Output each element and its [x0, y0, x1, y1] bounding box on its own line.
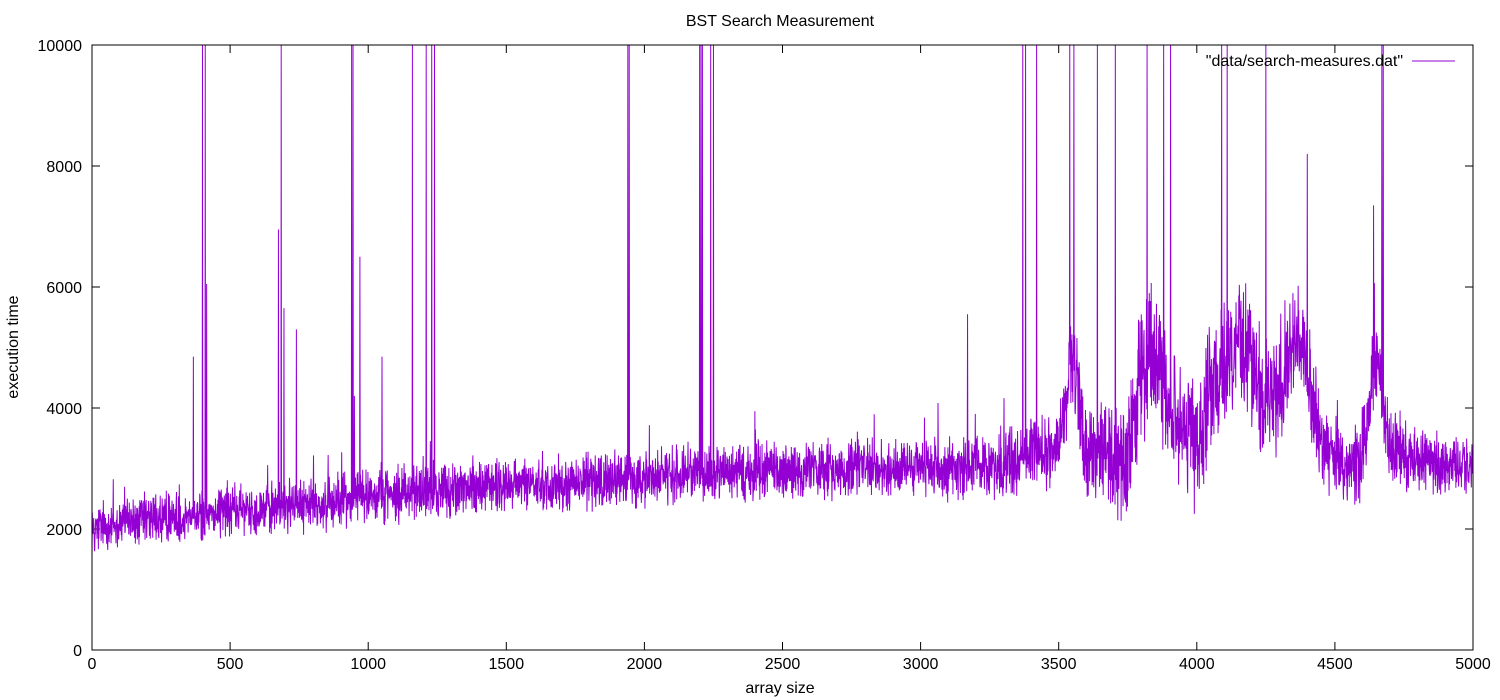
- x-tick-label: 2500: [765, 656, 801, 673]
- y-tick-label: 6000: [46, 280, 82, 297]
- legend-label: "data/search-measures.dat": [1206, 53, 1403, 70]
- x-tick-label: 5000: [1455, 656, 1491, 673]
- ticks: 0 500 1000 1500 2000 2500 3000 3500 4000 4500 5000…: [38, 38, 1491, 673]
- x-tick-label: 4500: [1317, 656, 1353, 673]
- x-tick-label: 2000: [627, 656, 663, 673]
- series-layer: [91, 44, 1474, 558]
- chart-title: BST Search Measurement: [686, 13, 875, 30]
- y-tick-label: 4000: [46, 401, 82, 418]
- x-tick-label: 3500: [1041, 656, 1077, 673]
- x-tick-label: 1000: [350, 656, 386, 673]
- y-axis-label: execution time: [5, 295, 22, 398]
- y-tick-label: 10000: [38, 38, 83, 55]
- plot-frame: [91, 44, 1474, 651]
- x-tick-label: 3000: [903, 656, 939, 673]
- series-line: [91, 44, 1474, 558]
- x-tick-label: 0: [88, 656, 97, 673]
- x-tick-label: 4000: [1179, 656, 1215, 673]
- y-tick-label: 2000: [46, 522, 82, 539]
- x-tick-label: 500: [217, 656, 244, 673]
- y-tick-label: 8000: [46, 159, 82, 176]
- x-axis-label: array size: [745, 680, 814, 697]
- y-tick-label: 0: [73, 643, 82, 660]
- legend: "data/search-measures.dat": [1206, 53, 1455, 70]
- x-tick-label: 1500: [489, 656, 525, 673]
